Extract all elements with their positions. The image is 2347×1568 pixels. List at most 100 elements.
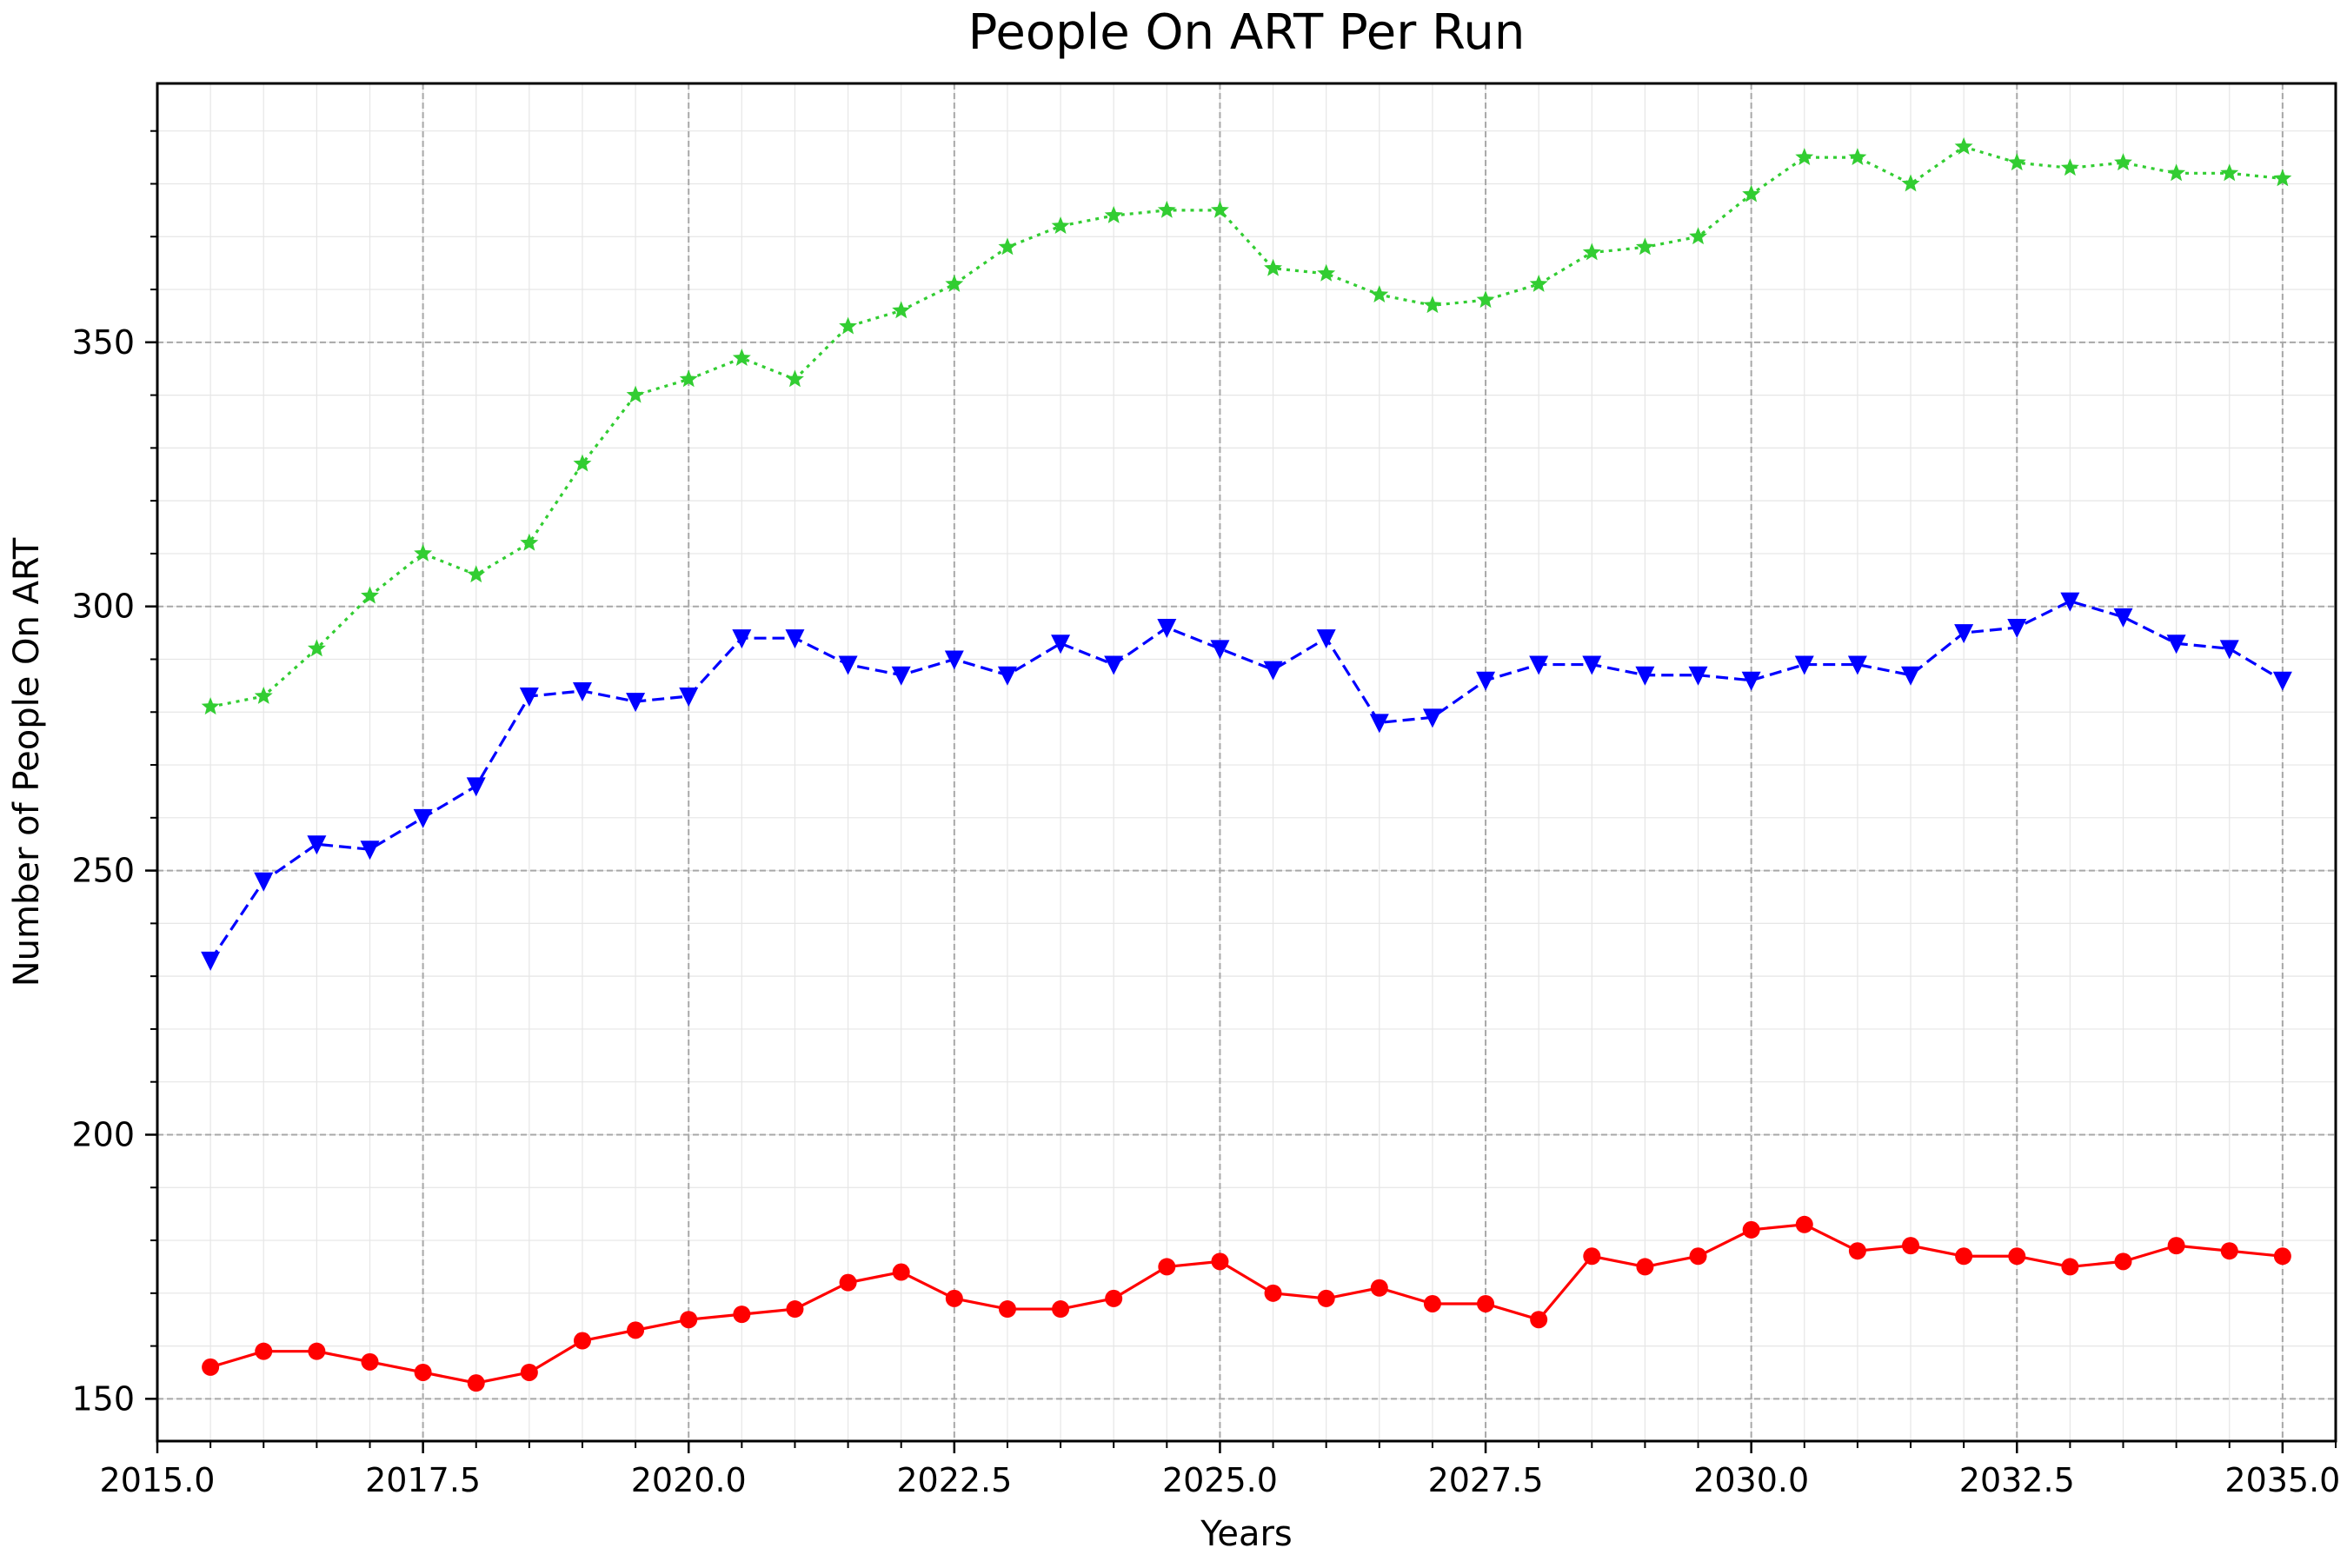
data-point (1105, 1289, 1123, 1307)
data-point (1052, 1300, 1070, 1319)
series-3-line (209, 145, 2284, 708)
series-layer (201, 136, 2292, 1392)
data-point (2167, 1237, 2185, 1255)
data-point (2166, 635, 2186, 654)
data-point (892, 301, 911, 319)
data-point (2113, 608, 2133, 628)
x-tick-label: 2030.0 (1693, 1461, 1809, 1499)
data-point (2219, 640, 2239, 660)
x-tick-label: 2015.0 (100, 1461, 216, 1499)
data-point (1582, 243, 1601, 261)
data-point (466, 777, 486, 797)
plot-area-frame (156, 82, 2337, 1443)
data-point (838, 655, 858, 675)
data-point (679, 369, 698, 388)
data-point (1848, 1242, 1866, 1260)
data-point (2114, 153, 2132, 171)
data-point (1795, 1215, 1813, 1233)
data-point (1529, 274, 1548, 292)
data-point (2273, 169, 2292, 187)
data-point (944, 650, 964, 670)
data-point (945, 1289, 963, 1307)
data-point (839, 316, 858, 335)
y-tick-label: 300 (71, 588, 135, 626)
data-point (1476, 290, 1495, 309)
data-point (2007, 153, 2026, 171)
y-tick-label: 150 (71, 1379, 135, 1418)
data-point (1689, 1247, 1707, 1266)
data-point (360, 840, 380, 860)
data-point (786, 1300, 804, 1319)
data-point (1582, 655, 1602, 675)
data-point (201, 951, 221, 971)
data-point (1688, 666, 1708, 686)
x-tick-label: 2017.5 (365, 1461, 481, 1499)
data-point (1794, 655, 1814, 675)
data-point (998, 237, 1017, 256)
data-point (679, 688, 699, 708)
data-point (1635, 666, 1655, 686)
data-point (414, 1363, 432, 1381)
data-point (891, 666, 911, 686)
data-point (1954, 624, 1974, 644)
data-point (1317, 1289, 1335, 1307)
data-point (1211, 1252, 1229, 1271)
data-point (202, 1358, 220, 1376)
data-point (998, 1300, 1016, 1319)
y-tick-label: 200 (71, 1115, 135, 1153)
data-point (1583, 1247, 1601, 1266)
data-point (255, 1342, 273, 1360)
data-point (361, 586, 379, 604)
data-point (1954, 136, 1973, 155)
data-point (1369, 714, 1389, 734)
data-point (1104, 655, 1124, 675)
chart-title: People On ART Per Run (968, 4, 1526, 61)
data-point (413, 808, 433, 828)
data-point (1158, 1258, 1176, 1276)
data-point (1689, 227, 1707, 245)
data-point (1741, 671, 1761, 691)
data-point (1157, 200, 1176, 218)
data-point (307, 639, 326, 657)
data-point (1316, 629, 1336, 649)
y-tick-label: 350 (71, 323, 135, 362)
data-point (1051, 635, 1071, 654)
data-point (2060, 592, 2080, 612)
data-point (2114, 1252, 2132, 1271)
data-point (1795, 148, 1814, 165)
data-point (785, 629, 805, 649)
data-point (572, 681, 592, 701)
data-point (1476, 671, 1496, 691)
data-point (1848, 148, 1867, 165)
data-point (1264, 1284, 1282, 1302)
x-tick-label: 2022.5 (896, 1461, 1012, 1499)
data-point (361, 1352, 379, 1371)
data-point (733, 1306, 751, 1324)
data-point (2220, 163, 2239, 182)
data-point (1530, 1311, 1548, 1329)
data-point (1104, 205, 1123, 223)
data-point (1742, 184, 1761, 203)
data-point (1742, 1220, 1760, 1239)
x-tick-label: 2025.0 (1162, 1461, 1278, 1499)
data-point (467, 565, 486, 583)
data-point (1051, 216, 1070, 234)
x-tick-label: 2032.5 (1959, 1461, 2075, 1499)
data-point (254, 687, 273, 704)
data-point (2220, 1242, 2238, 1260)
data-point (308, 1342, 326, 1360)
data-point (414, 543, 433, 561)
data-point (573, 1332, 591, 1350)
data-point (1635, 237, 1654, 256)
data-point (1955, 1247, 1973, 1266)
data-point (201, 697, 220, 715)
data-point (2167, 163, 2186, 182)
data-point (1423, 296, 1442, 314)
data-point (1901, 666, 1921, 686)
series-1-line (209, 1223, 2284, 1385)
data-point (2007, 619, 2027, 639)
data-point (1423, 1294, 1441, 1312)
data-point (1847, 655, 1867, 675)
y-tick-label: 250 (71, 852, 135, 890)
